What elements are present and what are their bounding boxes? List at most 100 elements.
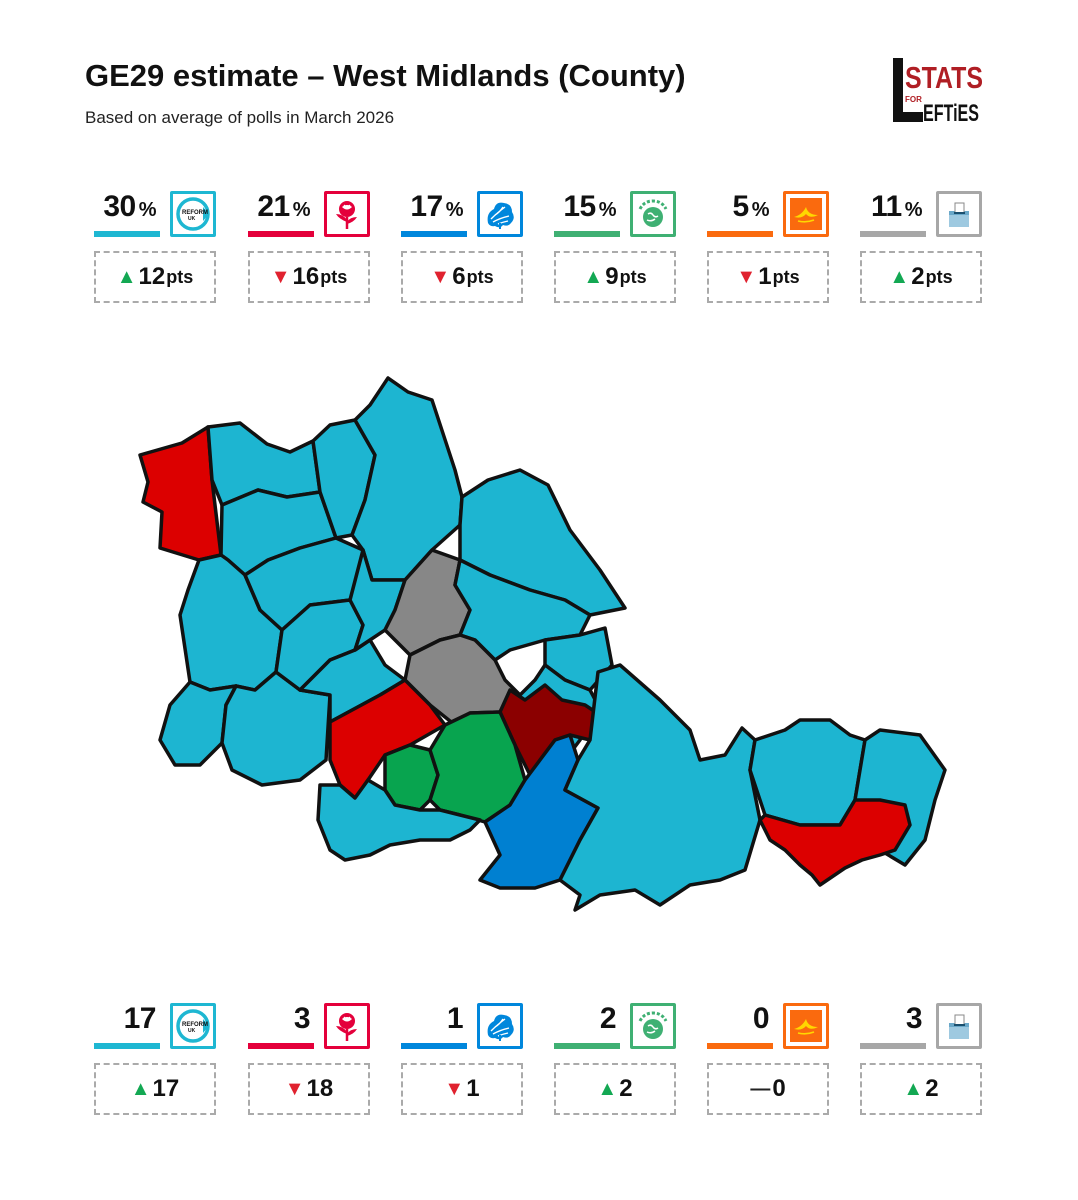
vote-share-value: 11% — [870, 190, 923, 224]
down-arrow-icon: ▼ — [270, 265, 291, 288]
party-color-bar — [401, 231, 467, 237]
seat-card-green: 2 ▲ 2 — [554, 1000, 676, 1120]
dash-icon: — — [750, 1077, 771, 1100]
party-color-bar — [94, 1043, 160, 1049]
vote-share-number: 30 — [103, 190, 136, 223]
party-color-bar — [860, 231, 926, 237]
vote-share-number: 11 — [870, 190, 902, 223]
vote-share-number: 15 — [563, 190, 596, 223]
pts-unit: pts — [466, 266, 494, 287]
seat-card-other: 3 ▲ 2 — [860, 1000, 982, 1120]
change-value: 1 — [758, 263, 772, 290]
vote-change-box: ▲ 12 pts — [94, 251, 216, 303]
pts-unit: pts — [772, 266, 800, 287]
constituency-reform — [453, 558, 592, 662]
seat-change-box: ▲ 17 — [94, 1063, 216, 1115]
up-arrow-icon: ▲ — [597, 1077, 618, 1100]
libdem-bird-icon — [783, 1003, 829, 1049]
party-color-bar — [860, 1043, 926, 1049]
vote-card-other: 11% ▲ 2 pts — [860, 188, 982, 308]
constituency-map — [138, 376, 947, 912]
vote-share-number: 5 — [732, 190, 750, 223]
constituency-reform — [298, 638, 407, 724]
vote-change-box: ▼ 16 pts — [248, 251, 370, 303]
pts-unit: pts — [320, 266, 348, 287]
vote-share-row: 30% REFORM UK ▲ 12 pts 21% ▼ 16 pts 17% ▼ 6 pts 15% ▲ 9 p… — [0, 188, 1078, 308]
percent-unit: % — [445, 199, 464, 221]
change-value: 1 — [466, 1075, 480, 1102]
seat-change-box: —0 — [707, 1063, 829, 1115]
page-subtitle: Based on average of polls in March 2026 — [85, 108, 395, 127]
seat-count-value: 17 — [123, 1002, 157, 1035]
vote-share-value: 21% — [257, 190, 310, 224]
vote-change-box: ▼ 1 pts — [707, 251, 829, 303]
reform-uk-logo-icon: REFORM UK — [170, 191, 216, 237]
up-arrow-icon: ▲ — [116, 265, 137, 288]
seat-change-box: ▼ 1 — [401, 1063, 523, 1115]
conservative-tree-icon — [477, 1003, 523, 1049]
seat-card-libdem: 0 —0 — [707, 1000, 829, 1120]
change-value: 12 — [138, 263, 166, 290]
seat-count-value: 1 — [446, 1002, 464, 1035]
vote-card-labour: 21% ▼ 16 pts — [248, 188, 370, 308]
percent-unit: % — [904, 199, 923, 221]
change-value: 17 — [152, 1075, 180, 1102]
constituency-reform — [348, 548, 407, 652]
labour-rose-icon — [324, 1003, 370, 1049]
svg-text:REFORM: REFORM — [182, 1022, 208, 1028]
constituency-reform — [350, 376, 464, 582]
percent-unit: % — [751, 199, 770, 221]
party-color-bar — [248, 1043, 314, 1049]
green-earth-icon — [630, 191, 676, 237]
seat-card-labour: 3 ▼ 18 — [248, 1000, 370, 1120]
reform-uk-logo-icon: REFORM UK — [170, 1003, 216, 1049]
seat-projection-row: 17 REFORM UK ▲ 17 3 ▼ 18 1 ▼ 1 2 ▲ 2 0—0 3 ▲ 2 — [0, 1000, 1078, 1120]
constituency-reform — [220, 670, 332, 787]
pts-unit: pts — [166, 266, 194, 287]
party-color-bar — [248, 231, 314, 237]
seat-count-value: 3 — [905, 1002, 923, 1035]
change-value: 2 — [911, 263, 925, 290]
constituency-reform — [316, 778, 482, 862]
up-arrow-icon: ▲ — [583, 265, 604, 288]
seat-card-conservative: 1 ▼ 1 — [401, 1000, 523, 1120]
svg-text:UK: UK — [188, 216, 196, 222]
party-color-bar — [554, 231, 620, 237]
vote-card-conservative: 17% ▼ 6 pts — [401, 188, 523, 308]
vote-share-value: 5% — [732, 190, 770, 224]
percent-unit: % — [598, 199, 617, 221]
seat-count-value: 2 — [599, 1002, 617, 1035]
vote-change-box: ▲ 9 pts — [554, 251, 676, 303]
down-arrow-icon: ▼ — [430, 265, 451, 288]
ballot-box-icon — [936, 191, 982, 237]
conservative-tree-icon — [477, 191, 523, 237]
seat-count-value: 3 — [293, 1002, 311, 1035]
up-arrow-icon: ▲ — [903, 1077, 924, 1100]
vote-change-box: ▲ 2 pts — [860, 251, 982, 303]
vote-share-value: 15% — [563, 190, 616, 224]
party-color-bar — [707, 231, 773, 237]
change-value: 6 — [452, 263, 466, 290]
constituency-labour — [758, 798, 912, 887]
page-title: GE29 estimate – West Midlands (County) — [85, 58, 686, 93]
vote-share-number: 17 — [410, 190, 443, 223]
green-earth-icon — [630, 1003, 676, 1049]
party-color-bar — [94, 231, 160, 237]
svg-text:REFORM: REFORM — [182, 210, 208, 216]
seat-count-value: 0 — [752, 1002, 770, 1035]
change-value: 2 — [925, 1075, 939, 1102]
seat-change-box: ▲ 2 — [554, 1063, 676, 1115]
pts-unit: pts — [925, 266, 953, 287]
down-arrow-icon: ▼ — [444, 1077, 465, 1100]
change-value: 2 — [619, 1075, 633, 1102]
svg-text:FOR: FOR — [905, 95, 922, 104]
percent-unit: % — [138, 199, 157, 221]
labour-rose-icon — [324, 191, 370, 237]
vote-card-reform: 30% REFORM UK ▲ 12 pts — [94, 188, 216, 308]
vote-card-libdem: 5% ▼ 1 pts — [707, 188, 829, 308]
party-color-bar — [401, 1043, 467, 1049]
vote-share-number: 21 — [257, 190, 290, 223]
vote-change-box: ▼ 6 pts — [401, 251, 523, 303]
party-color-bar — [554, 1043, 620, 1049]
constituency-reform — [158, 680, 238, 767]
